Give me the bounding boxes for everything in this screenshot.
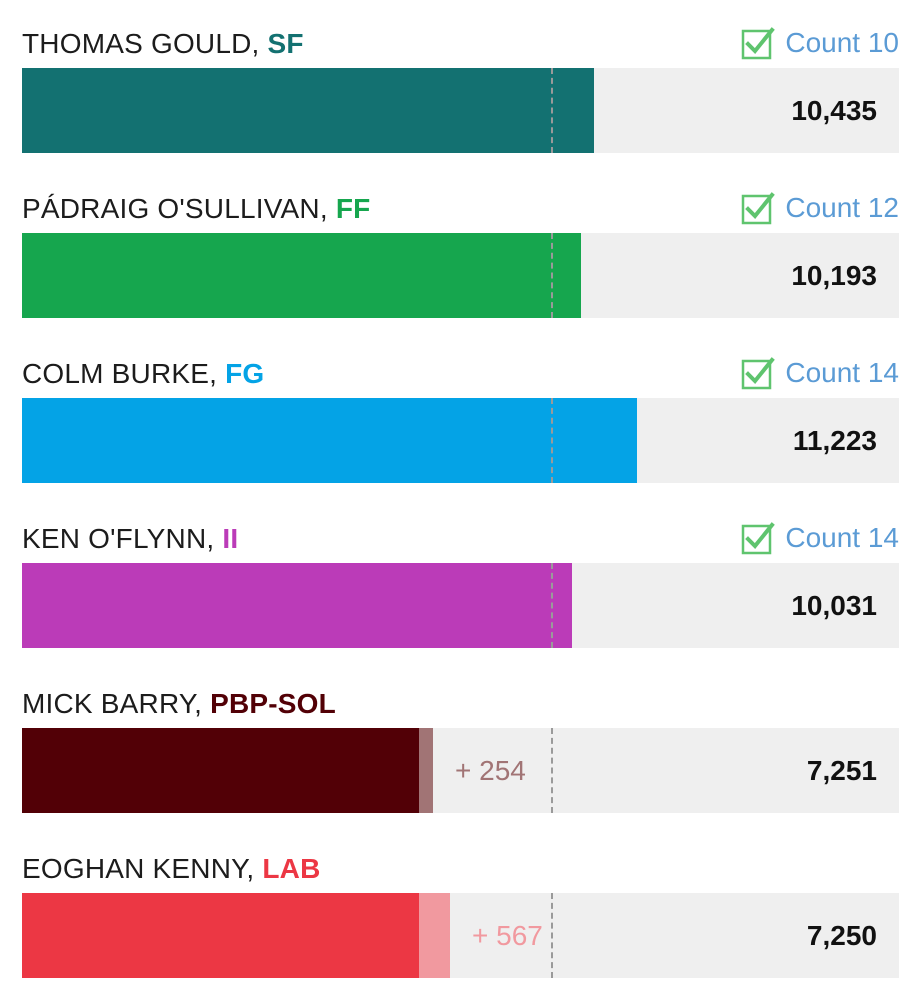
party-abbreviation: PBP-SOL [210,688,336,719]
elected-indicator: Count 10 [741,26,899,60]
party-abbreviation: FF [335,193,371,224]
name-separator: , [246,853,263,884]
quota-line [551,398,553,483]
vote-total: 7,250 [806,920,877,951]
candidate-row: MICK BARRY, PBP-SOL + 254 7,251 [0,660,921,825]
candidate-row: PÁDRAIG O'SULLIVAN, FF Count 12 10,193 [0,165,921,330]
count-label: Count 14 [785,522,899,553]
candidate-name: KEN O'FLYNN [22,523,207,554]
bar-track: 10,193 [22,233,899,318]
vote-bar [22,728,419,813]
checkbox-checked-icon [742,522,776,555]
candidate-row: KEN O'FLYNN, II Count 14 10,031 [0,495,921,660]
candidate-label: MICK BARRY, PBP-SOL [22,688,336,720]
party-abbreviation: LAB [262,853,321,884]
vote-total: 10,031 [791,590,877,621]
vote-total: 10,435 [791,95,877,126]
party-abbreviation: SF [267,28,304,59]
party-abbreviation: II [222,523,239,554]
vote-total: 7,251 [806,755,877,786]
party-abbreviation: FG [225,358,265,389]
transfer-bar [419,893,450,978]
quota-line [551,728,553,813]
candidate-label: COLM BURKE, FG [22,358,264,390]
vote-bar [22,563,572,648]
checkbox-checked-icon [742,192,776,225]
elected-indicator: Count 12 [741,191,899,225]
bar-track: 11,223 [22,398,899,483]
vote-total: 11,223 [792,425,877,456]
name-separator: , [319,193,336,224]
name-separator: , [251,28,268,59]
name-separator: , [194,688,211,719]
vote-bar [22,398,637,483]
bar-track: 10,031 [22,563,899,648]
quota-line [551,563,553,648]
quota-line [551,233,553,318]
transfer-label: + 254 [455,755,526,786]
candidate-label: KEN O'FLYNN, II [22,523,238,555]
candidate-row: THOMAS GOULD, SF Count 10 10,435 [0,0,921,165]
candidate-name: COLM BURKE [22,358,210,389]
candidate-label: THOMAS GOULD, SF [22,28,304,60]
vote-total: 10,193 [791,260,877,291]
bar-track: + 567 7,250 [22,893,899,978]
transfer-bar [419,728,433,813]
transfer-label: + 567 [472,920,543,951]
count-label: Count 10 [785,27,899,58]
elected-indicator: Count 14 [741,356,899,390]
candidate-label: EOGHAN KENNY, LAB [22,853,321,885]
candidate-name: PÁDRAIG O'SULLIVAN [22,193,320,224]
name-separator: , [206,523,223,554]
count-label: Count 14 [785,357,899,388]
candidate-label: PÁDRAIG O'SULLIVAN, FF [22,193,370,225]
elected-indicator: Count 14 [741,521,899,555]
candidate-name: THOMAS GOULD [22,28,252,59]
candidate-row: COLM BURKE, FG Count 14 11,223 [0,330,921,495]
vote-bar [22,68,594,153]
checkbox-checked-icon [742,27,776,60]
vote-bar [22,893,419,978]
checkbox-checked-icon [742,357,776,390]
candidate-name: EOGHAN KENNY [22,853,247,884]
quota-line [551,893,553,978]
quota-line [551,68,553,153]
count-label: Count 12 [785,192,899,223]
bar-track: + 254 7,251 [22,728,899,813]
name-separator: , [209,358,226,389]
candidate-row: EOGHAN KENNY, LAB + 567 7,250 [0,825,921,990]
candidate-name: MICK BARRY [22,688,195,719]
vote-bar [22,233,581,318]
bar-track: 10,435 [22,68,899,153]
